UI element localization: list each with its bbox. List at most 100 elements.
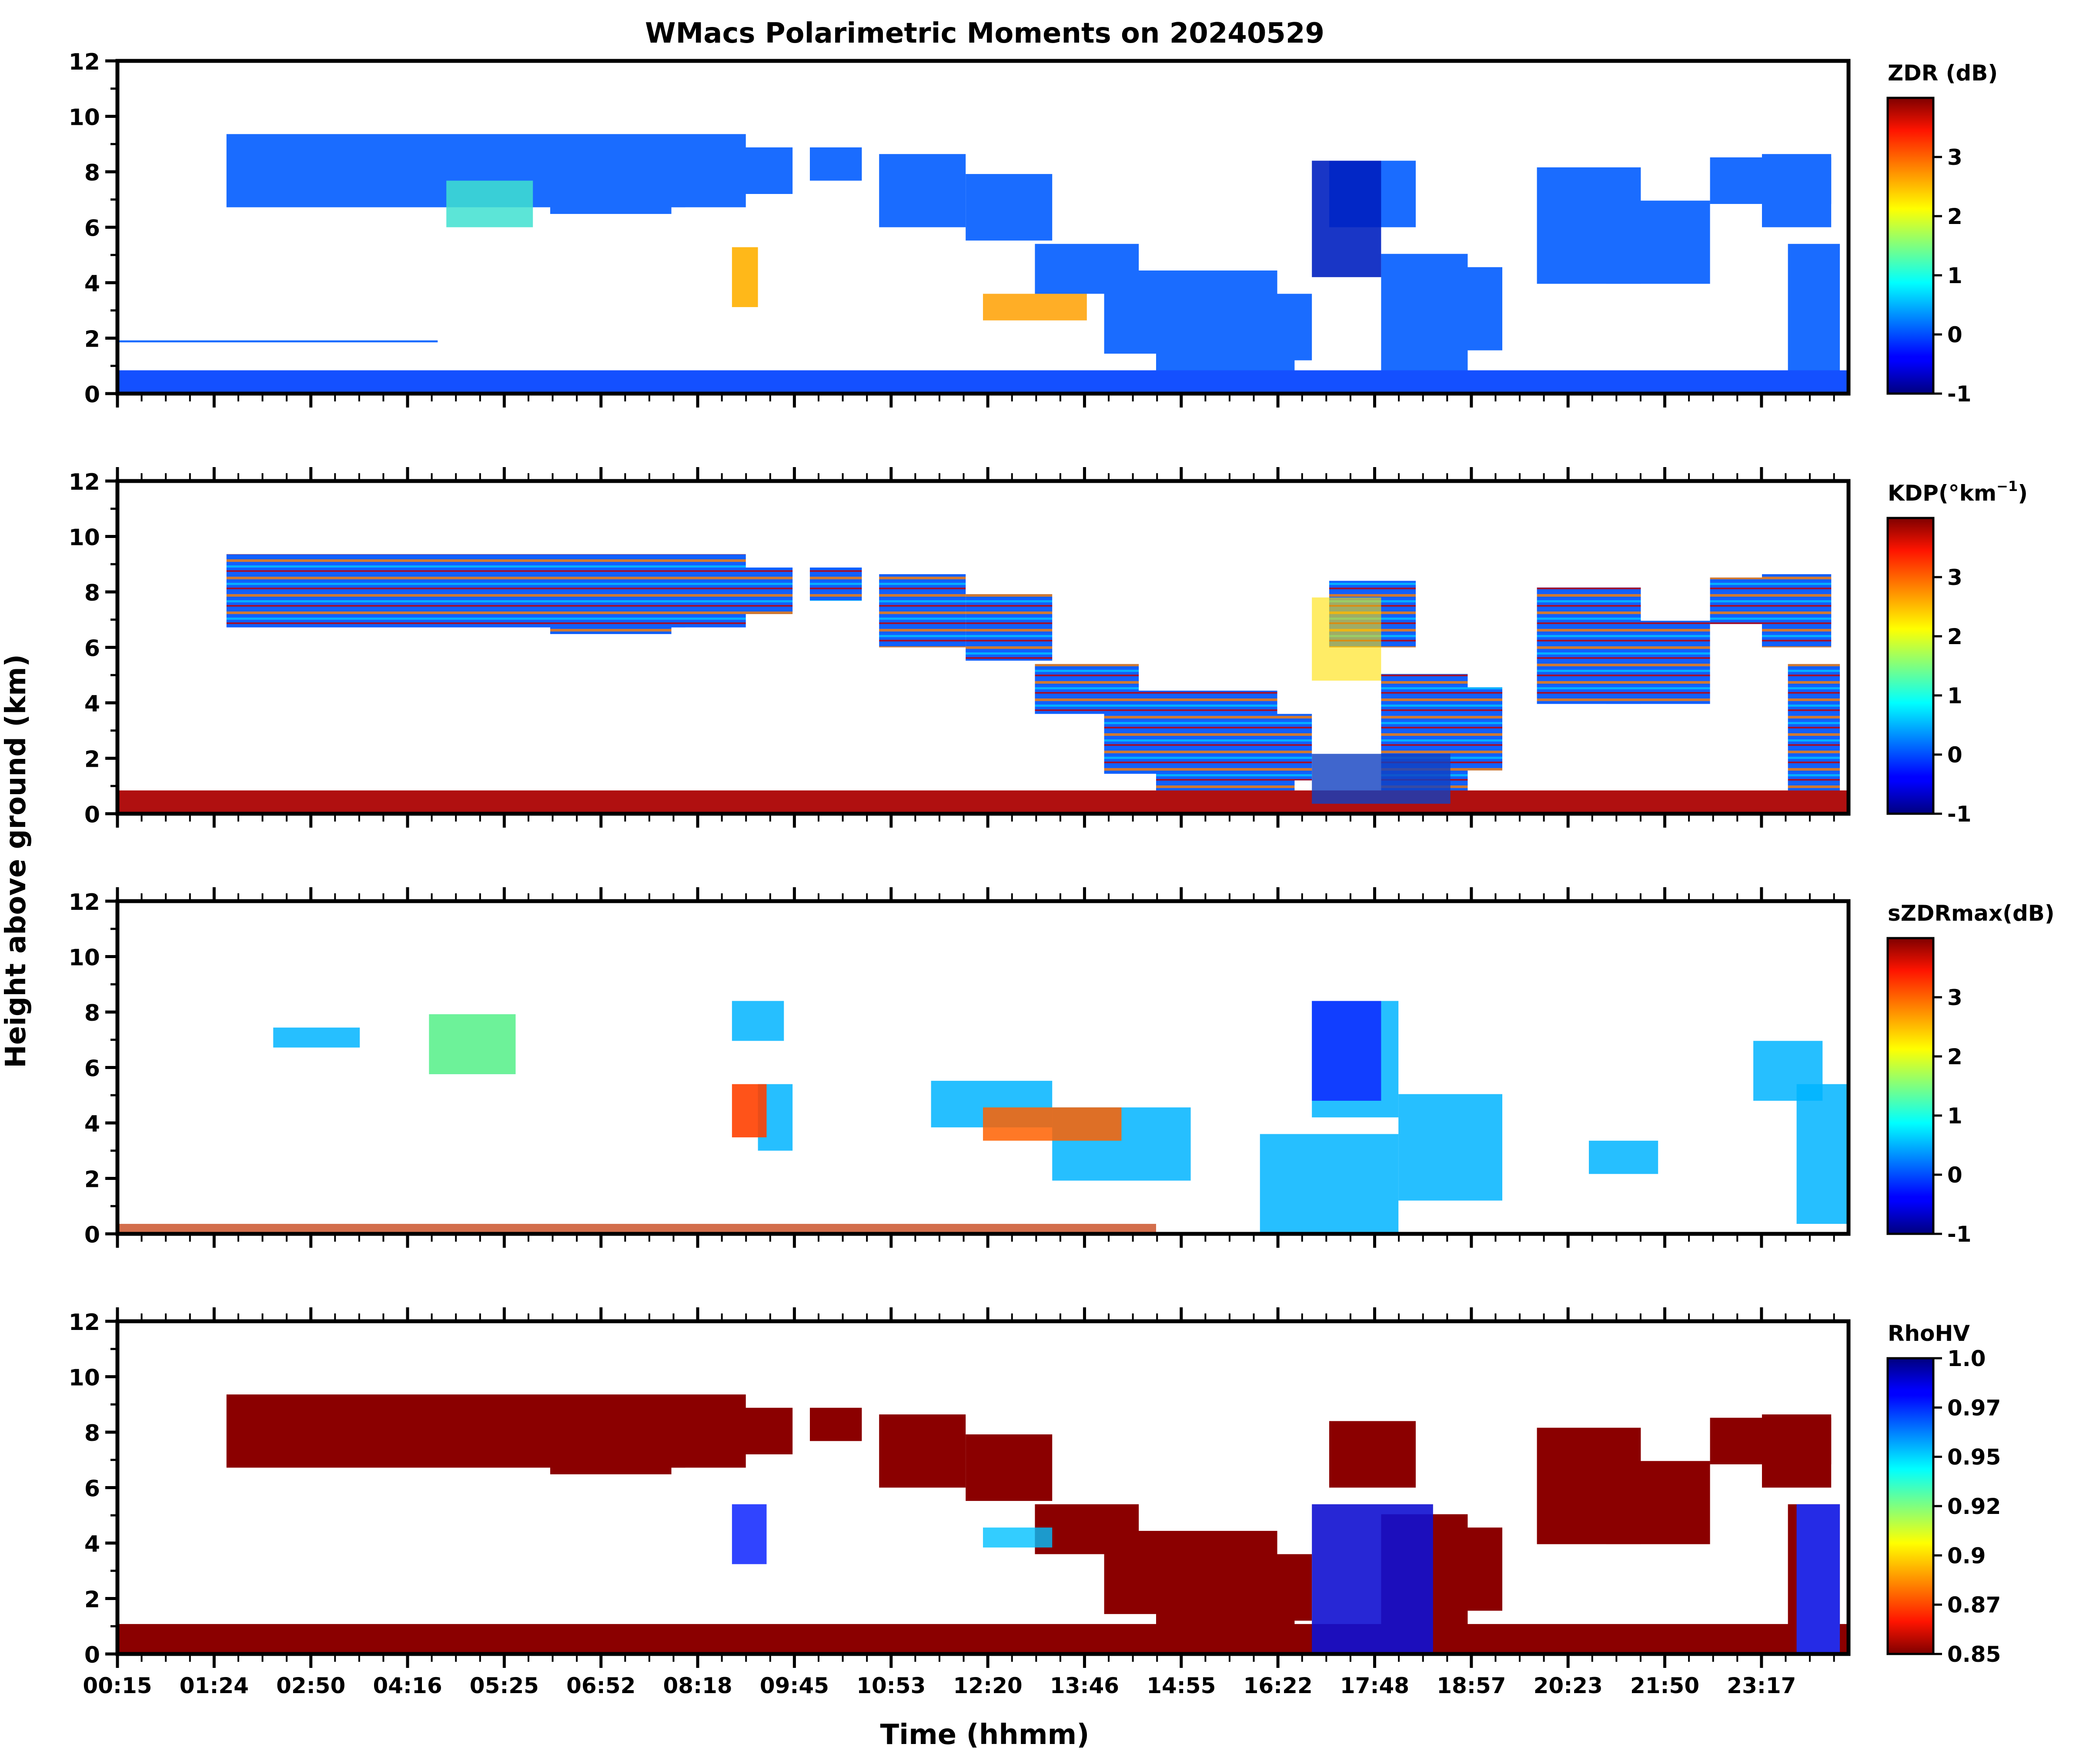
y-tick-label: 10 (69, 945, 100, 971)
echo-region (1589, 1140, 1658, 1174)
y-tick-label: 12 (69, 1310, 100, 1336)
echo-region (983, 294, 1087, 321)
chart-title: WMacs Polarimetric Moments on 20240529 (645, 17, 1324, 50)
x-tick-label: 05:25 (470, 1673, 539, 1698)
echo-region (273, 1027, 360, 1048)
boundary-layer (117, 1224, 1156, 1234)
plot-area (117, 1001, 1849, 1234)
plot-frame (115, 479, 1851, 816)
echo-region (966, 594, 1053, 661)
boundary-layer (117, 1624, 1849, 1654)
panel-4: 0 2 4 6 8 10 12 00:15 01:24 02:50 04:16 05:25 06:52 0… (69, 1307, 2001, 1698)
colorbar-gradient (1886, 97, 1935, 395)
y-tick-label: 4 (84, 691, 100, 717)
colorbar-tick-label: 0.87 (1947, 1593, 2001, 1618)
echo-region (1606, 200, 1710, 284)
boundary-layer (117, 370, 1849, 394)
colorbar-tick-label: 2 (1947, 204, 1962, 229)
echo-region (810, 1407, 862, 1441)
echo-region (1329, 1421, 1416, 1488)
echo-region (550, 587, 602, 631)
echo-region (273, 1421, 516, 1461)
y-tick-label: 4 (84, 1111, 100, 1137)
plot-area (117, 1394, 1849, 1654)
colorbar-label: RhoHV (1888, 1321, 1970, 1346)
colorbar-tick-label: -1 (1947, 802, 1972, 827)
colorbar-gradient (1886, 1357, 1935, 1655)
colorbar: KDP(°km−1) -1 0 1 2 3 (1886, 478, 2028, 827)
echo-region (429, 1014, 516, 1074)
x-tick-label: 18:57 (1437, 1673, 1506, 1698)
colorbar-tick-label: 1 (1947, 683, 1962, 708)
echo-region (879, 154, 966, 227)
echo-region (1606, 621, 1710, 704)
y-tick-label: 0 (84, 382, 100, 408)
colorbar-label-tail: ) (2018, 481, 2028, 506)
y-tick-label: 2 (84, 1587, 100, 1613)
echo-region (1312, 160, 1381, 277)
echo-region (810, 567, 862, 601)
colorbar-tick-label: 0.85 (1947, 1642, 2001, 1667)
echo-region (1312, 754, 1451, 804)
echo-region (1788, 664, 1840, 804)
echo-region (1762, 574, 1832, 648)
plot-frame (115, 899, 1851, 1236)
echo-region (732, 1001, 784, 1041)
plot-frame (115, 1319, 1851, 1656)
low-rhohv-region (1796, 1504, 1840, 1654)
colorbar-gradient (1886, 517, 1935, 815)
x-tick-label: 08:18 (663, 1673, 732, 1698)
echo-region (723, 1407, 793, 1454)
colorbar-tick-label: 0.9 (1947, 1543, 1986, 1568)
echo-region (1260, 1134, 1399, 1234)
echo-region (879, 574, 966, 648)
x-tick-label: 10:53 (856, 1673, 926, 1698)
colorbar-tick-label: 0.97 (1947, 1395, 2001, 1420)
echo-region (966, 1434, 1053, 1501)
plot-area (117, 134, 1849, 394)
x-tick-label: 00:15 (83, 1673, 152, 1698)
colorbar-tick-label: 0 (1947, 322, 1962, 347)
echo-region (810, 147, 862, 181)
echo-region (879, 1414, 966, 1488)
echo-region (446, 180, 533, 227)
colorbar-tick-label: 1 (1947, 263, 1962, 288)
y-tick-label: 8 (84, 1000, 100, 1026)
y-tick-label: 4 (84, 1531, 100, 1557)
echo-region (637, 174, 685, 207)
y-tick-label: 8 (84, 580, 100, 606)
echo-region (1398, 1094, 1502, 1201)
echo-region (732, 247, 758, 307)
echo-region (550, 1427, 602, 1471)
echo-region (983, 1107, 1122, 1141)
y-tick-label: 2 (84, 747, 100, 773)
echo-region (637, 594, 685, 628)
y-tick-label: 0 (84, 1642, 100, 1668)
colorbar-tick-label: 0 (1947, 742, 1962, 768)
y-tick-label: 12 (69, 469, 100, 495)
colorbar: sZDRmax(dB) -1 0 1 2 3 (1886, 901, 2055, 1247)
echo-region (723, 147, 793, 194)
colorbar-tick-label: 0 (1947, 1163, 1962, 1188)
echo-region (1606, 1461, 1710, 1544)
echo-region (1762, 1414, 1832, 1488)
y-tick-label: 4 (84, 271, 100, 297)
x-axis-label: Time (hhmm) (880, 1719, 1090, 1751)
y-tick-label: 10 (69, 525, 100, 551)
y-tick-label: 8 (84, 160, 100, 186)
echo-region (1796, 1084, 1849, 1224)
x-tick-label: 12:20 (953, 1673, 1023, 1698)
plot-area (117, 554, 1849, 814)
plot-frame (115, 59, 1851, 396)
x-tick-label: 02:50 (276, 1673, 345, 1698)
y-tick-label: 2 (84, 327, 100, 353)
echo-region (637, 1434, 685, 1468)
echo-region (966, 174, 1053, 241)
colorbar-tick-label: 0.95 (1947, 1445, 2001, 1470)
colorbar-tick-label: -1 (1947, 381, 1972, 407)
colorbar-tick-label: 0.92 (1947, 1494, 2001, 1519)
x-tick-label: 09:45 (760, 1673, 829, 1698)
colorbar-tick-label: 1.0 (1947, 1346, 1986, 1371)
